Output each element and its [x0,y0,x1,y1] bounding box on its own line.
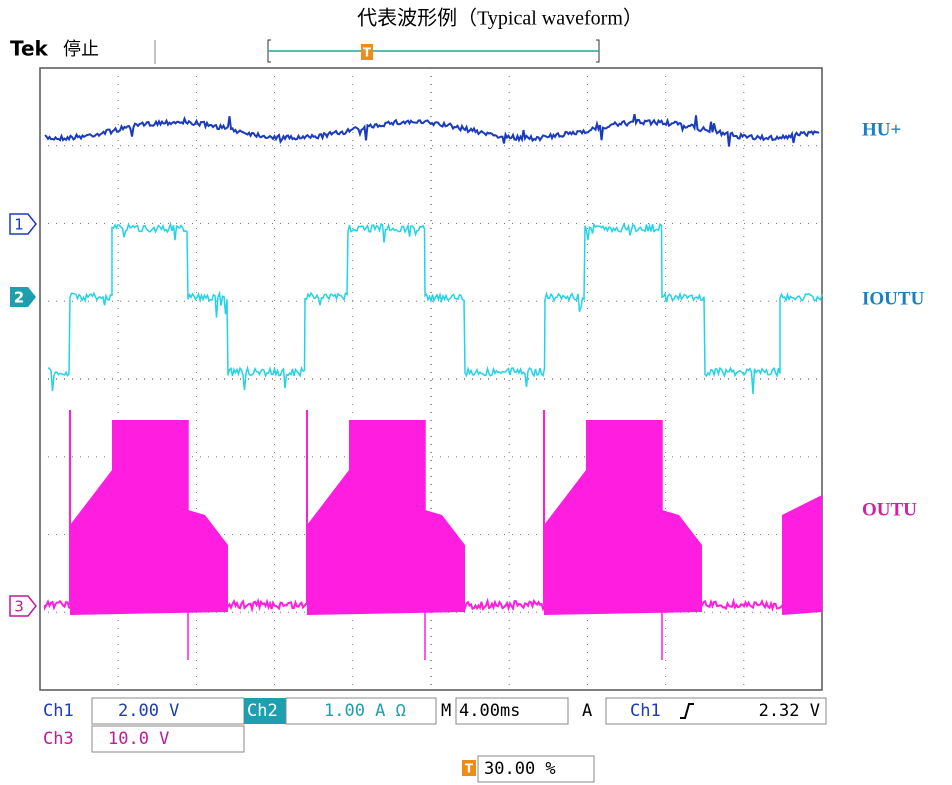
channel-marker: 1 [10,214,36,234]
ch1-label: Ch1 [43,701,74,721]
status: 停止 [63,39,99,60]
channel-marker: 3 [10,596,36,616]
channel-marker: 2 [10,287,36,307]
trace-label: HU+ [862,119,901,140]
record-bar: T [268,40,599,62]
trace-label: OUTU [862,499,917,520]
marker-label: 2 [14,289,24,307]
scope-screen: 代表波形例（Typical waveform） Tek 停止 T T 1 2 3… [0,0,952,785]
timebase-scale: 4.00ms [459,701,520,721]
timebase-label: M [441,701,451,721]
brand: Tek [10,37,49,61]
ch3-scale: 10.0 V [108,729,169,749]
readouts: Ch1 2.00 V Ch2 1.00 A Ω M 4.00ms A Ch1 2… [43,698,826,782]
ch2-scale: 1.00 A Ω [324,701,406,721]
ch1-scale: 2.00 V [118,701,179,721]
trigger-icon: T [363,46,372,60]
trigger-level: 2.32 V [759,701,820,721]
ch2-label: Ch2 [247,701,278,721]
marker-label: 1 [14,216,24,234]
trigger-position: 30.00 % [484,759,556,779]
trigger-source: Ch1 [630,701,661,721]
trigger-pos-icon-text: T [465,762,474,776]
trace-label: IOUTU [862,288,925,309]
title: 代表波形例（Typical waveform） [357,7,643,30]
out-burst [782,495,822,615]
ch3-label: Ch3 [43,729,74,749]
trigger-mode: A [582,701,592,721]
marker-label: 3 [14,598,24,616]
